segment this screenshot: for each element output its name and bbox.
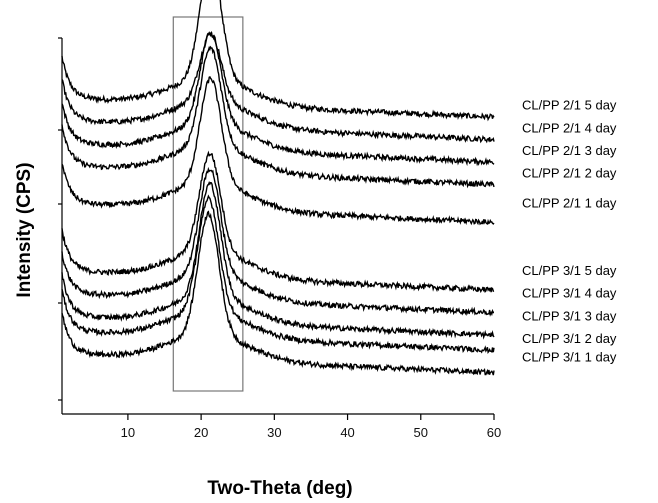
series-line-9 <box>61 194 495 355</box>
x-tick-label-10: 10 <box>121 425 135 440</box>
series-line-1 <box>61 0 495 122</box>
plot-area <box>61 0 495 392</box>
series-line-2 <box>61 31 495 144</box>
series-line-5 <box>61 75 495 226</box>
series-label-4: CL/PP 2/1 2 day <box>522 165 617 180</box>
x-tick-label-30: 30 <box>267 425 281 440</box>
series-line-6 <box>61 150 495 294</box>
series-line-4 <box>61 45 495 189</box>
x-axis-title: Two-Theta (deg) <box>207 478 352 499</box>
x-tick-label-40: 40 <box>340 425 354 440</box>
highlight-box <box>172 16 244 392</box>
series-label-8: CL/PP 3/1 3 day <box>522 308 617 323</box>
series-label-9: CL/PP 3/1 2 day <box>522 331 617 346</box>
series-label-2: CL/PP 2/1 4 day <box>522 120 617 135</box>
series-label-3: CL/PP 2/1 3 day <box>522 143 617 158</box>
series-line-10 <box>61 210 495 376</box>
series-label-6: CL/PP 3/1 5 day <box>522 263 617 278</box>
series-line-3 <box>61 31 495 167</box>
x-tick-label-50: 50 <box>414 425 428 440</box>
series-labels: CL/PP 2/1 5 day CL/PP 2/1 4 day CL/PP 2/1 … <box>522 98 617 365</box>
series-line-7 <box>61 166 494 317</box>
series-label-7: CL/PP 3/1 4 day <box>522 286 617 301</box>
y-axis-title: Intensity (CPS) <box>14 162 35 297</box>
series-label-5: CL/PP 2/1 1 day <box>522 195 617 210</box>
x-tick-label-60: 60 <box>487 425 501 440</box>
series-line-8 <box>61 181 495 340</box>
series-label-1: CL/PP 2/1 5 day <box>522 98 617 113</box>
axes: 10 20 30 40 50 60 <box>58 37 501 440</box>
series-label-10: CL/PP 3/1 1 day <box>522 350 617 365</box>
x-tick-label-20: 20 <box>194 425 208 440</box>
